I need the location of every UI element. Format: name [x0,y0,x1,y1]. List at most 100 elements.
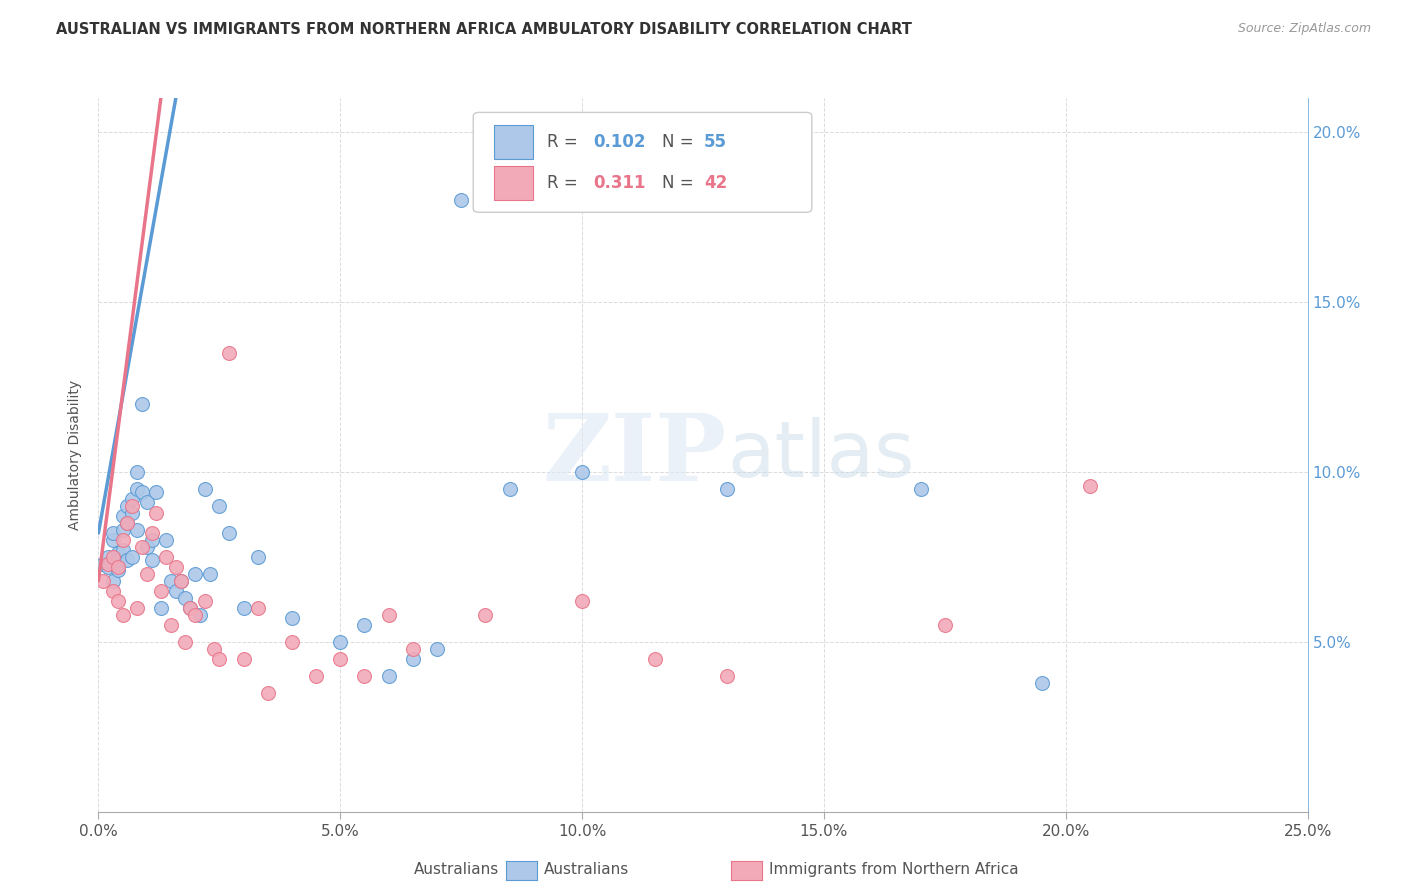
Point [281,611,304,625]
Point [402,652,425,666]
Point [194,594,217,608]
Point [101,574,124,588]
Point [256,686,278,700]
Point [204,641,226,656]
Point [353,617,375,632]
Point [135,540,157,554]
Point [155,549,177,564]
Point [135,566,157,581]
Text: 0.311: 0.311 [593,174,645,192]
Point [571,465,593,479]
Point [97,560,120,574]
Point [208,499,231,513]
Text: N =: N = [662,174,699,192]
Point [160,574,183,588]
Point [135,495,157,509]
Point [91,557,114,571]
Point [131,540,153,554]
Point [208,652,231,666]
Point [571,594,593,608]
Text: Australians: Australians [413,863,499,877]
Point [474,607,496,622]
Point [232,600,254,615]
Point [353,669,375,683]
Point [329,635,352,649]
Point [145,485,167,500]
Point [179,600,201,615]
Point [160,617,183,632]
Point [247,549,270,564]
Point [426,641,449,656]
Point [121,492,143,507]
Point [184,566,207,581]
Point [91,574,114,588]
Point [97,549,120,564]
Point [107,564,129,578]
Point [111,509,134,524]
Bar [494,166,533,200]
Point [169,574,191,588]
Point [111,543,134,558]
Point [184,607,207,622]
Text: Immigrants from Northern Africa: Immigrants from Northern Africa [769,863,1019,877]
Point [127,523,149,537]
Point [716,669,738,683]
Point [179,600,201,615]
Point [121,506,143,520]
Point [329,652,352,666]
Point [169,574,191,588]
Bar [494,125,533,159]
Text: R =: R = [547,133,583,151]
Point [127,482,149,496]
Point [910,482,932,496]
FancyBboxPatch shape [474,112,811,212]
Point [117,553,139,567]
Point [117,516,139,530]
Point [101,549,124,564]
Point [174,635,197,649]
Point [107,560,129,574]
Point [111,533,134,547]
Point [194,482,217,496]
Text: atlas: atlas [727,417,915,493]
Point [107,546,129,560]
Point [165,583,187,598]
Point [121,549,143,564]
Text: AUSTRALIAN VS IMMIGRANTS FROM NORTHERN AFRICA AMBULATORY DISABILITY CORRELATION : AUSTRALIAN VS IMMIGRANTS FROM NORTHERN A… [56,22,912,37]
Point [131,397,153,411]
Text: 42: 42 [704,174,727,192]
Point [141,526,163,541]
Point [402,641,425,656]
Point [450,193,472,207]
Point [117,516,139,530]
Point [141,553,163,567]
Point [644,652,666,666]
Point [198,566,221,581]
Point [247,600,270,615]
Point [111,523,134,537]
Point [107,553,129,567]
Point [174,591,197,605]
Point [101,583,124,598]
Point [377,669,399,683]
Point [127,465,149,479]
Point [97,557,120,571]
Point [377,607,399,622]
Point [188,607,211,622]
Point [131,485,153,500]
Point [498,482,520,496]
Text: 55: 55 [704,133,727,151]
Point [141,533,163,547]
Point [150,583,173,598]
Point [145,506,167,520]
Text: 0.102: 0.102 [593,133,645,151]
Text: ZIP: ZIP [543,410,727,500]
Point [232,652,254,666]
Point [107,594,129,608]
Point [305,669,328,683]
Point [101,526,124,541]
Text: N =: N = [662,133,699,151]
Point [716,482,738,496]
Point [1031,675,1053,690]
Point [1078,478,1101,492]
